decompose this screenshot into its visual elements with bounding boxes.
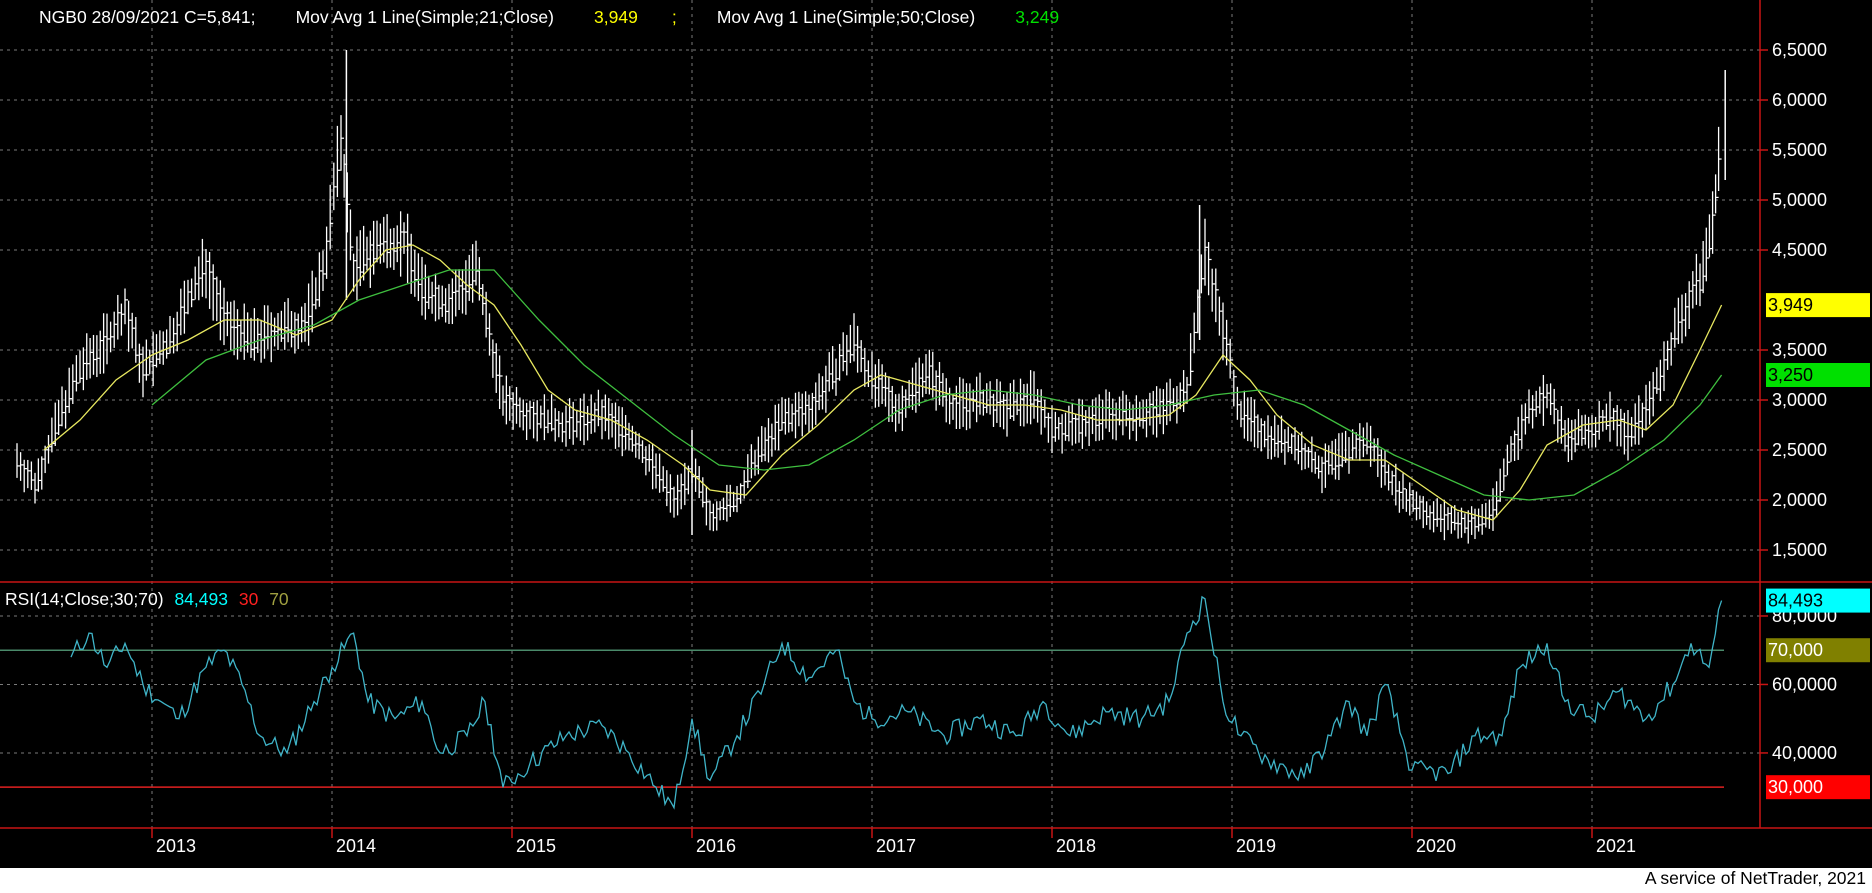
rsi-badge-box — [1766, 588, 1870, 613]
y-tick-label-price: 2,0000 — [1772, 490, 1827, 510]
grid-layer — [0, 0, 1760, 828]
x-tick-label-2016: 2016 — [696, 836, 736, 856]
rsi30-badge-box — [1766, 775, 1870, 800]
y-tick-label-rsi: 60,0000 — [1772, 674, 1837, 694]
footer-credit: A service of NetTrader, 2021 — [1645, 868, 1866, 888]
ma21-legend-label: Mov Avg 1 Line(Simple;21;Close) — [296, 7, 554, 27]
y-tick-label-price: 4,5000 — [1772, 240, 1827, 260]
x-tick-label-2017: 2017 — [876, 836, 916, 856]
rsi30-badge-label: 30,000 — [1768, 777, 1823, 797]
y-tick-label-price: 6,0000 — [1772, 90, 1827, 110]
chart-background — [0, 0, 1872, 868]
price-panel — [16, 50, 1726, 544]
x-tick-label-2020: 2020 — [1416, 836, 1456, 856]
rsi-legend-high: 70 — [269, 589, 289, 609]
ma50-layer — [151, 269, 1723, 501]
x-tick-label-2021: 2021 — [1596, 836, 1636, 856]
ma21-legend-value: 3,949 — [594, 7, 638, 27]
rsi-legend-label: RSI(14;Close;30;70) — [5, 589, 164, 609]
y-tick-label-price: 2,5000 — [1772, 440, 1827, 460]
ma50-legend-value: 3,249 — [1015, 7, 1059, 27]
rsi-legend-low: 30 — [239, 589, 259, 609]
rsi70-badge-box — [1766, 638, 1870, 663]
rsi-legend: RSI(14;Close;30;70) 84,493 30 70 — [5, 589, 289, 609]
ma50-badge-box — [1766, 363, 1870, 387]
ma21-legend-sep: ; — [672, 7, 677, 27]
ma21-line — [43, 244, 1723, 521]
ma21-badge-label: 3,949 — [1768, 295, 1813, 315]
y-tick-label-price: 5,0000 — [1772, 190, 1827, 210]
y-tick-label-price: 6,5000 — [1772, 40, 1827, 60]
price-legend-label: NGB0 28/09/2021 C=5,841; — [39, 7, 255, 27]
x-tick-label-2019: 2019 — [1236, 836, 1276, 856]
rsi-line — [70, 595, 1723, 810]
x-tick-label-2013: 2013 — [156, 836, 196, 856]
y-tick-label-price: 3,5000 — [1772, 340, 1827, 360]
rsi70-badge-label: 70,000 — [1768, 640, 1823, 660]
value-badges: 3,949 3,250 84,493 70,000 30,000 — [1766, 293, 1870, 800]
ma50-legend-label: Mov Avg 1 Line(Simple;50;Close) — [717, 7, 975, 27]
rsi-badge-label: 84,493 — [1768, 591, 1823, 611]
x-tick-label-2015: 2015 — [516, 836, 556, 856]
ma21-layer — [43, 244, 1723, 521]
rsi-legend-value: 84,493 — [174, 589, 228, 609]
ma50-line — [151, 269, 1723, 501]
ma50-badge-label: 3,250 — [1768, 365, 1813, 385]
price-legend: NGB0 28/09/2021 C=5,841; Mov Avg 1 Line(… — [5, 7, 1083, 27]
y-tick-label-price: 5,5000 — [1772, 140, 1827, 160]
y-tick-label-price: 1,5000 — [1772, 540, 1827, 560]
y-tick-label-rsi: 40,0000 — [1772, 743, 1837, 763]
x-tick-label-2014: 2014 — [336, 836, 376, 856]
rsi-panel — [70, 595, 1723, 810]
x-tick-label-2018: 2018 — [1056, 836, 1096, 856]
y-tick-label-price: 3,0000 — [1772, 390, 1827, 410]
ma21-badge-box — [1766, 293, 1870, 318]
